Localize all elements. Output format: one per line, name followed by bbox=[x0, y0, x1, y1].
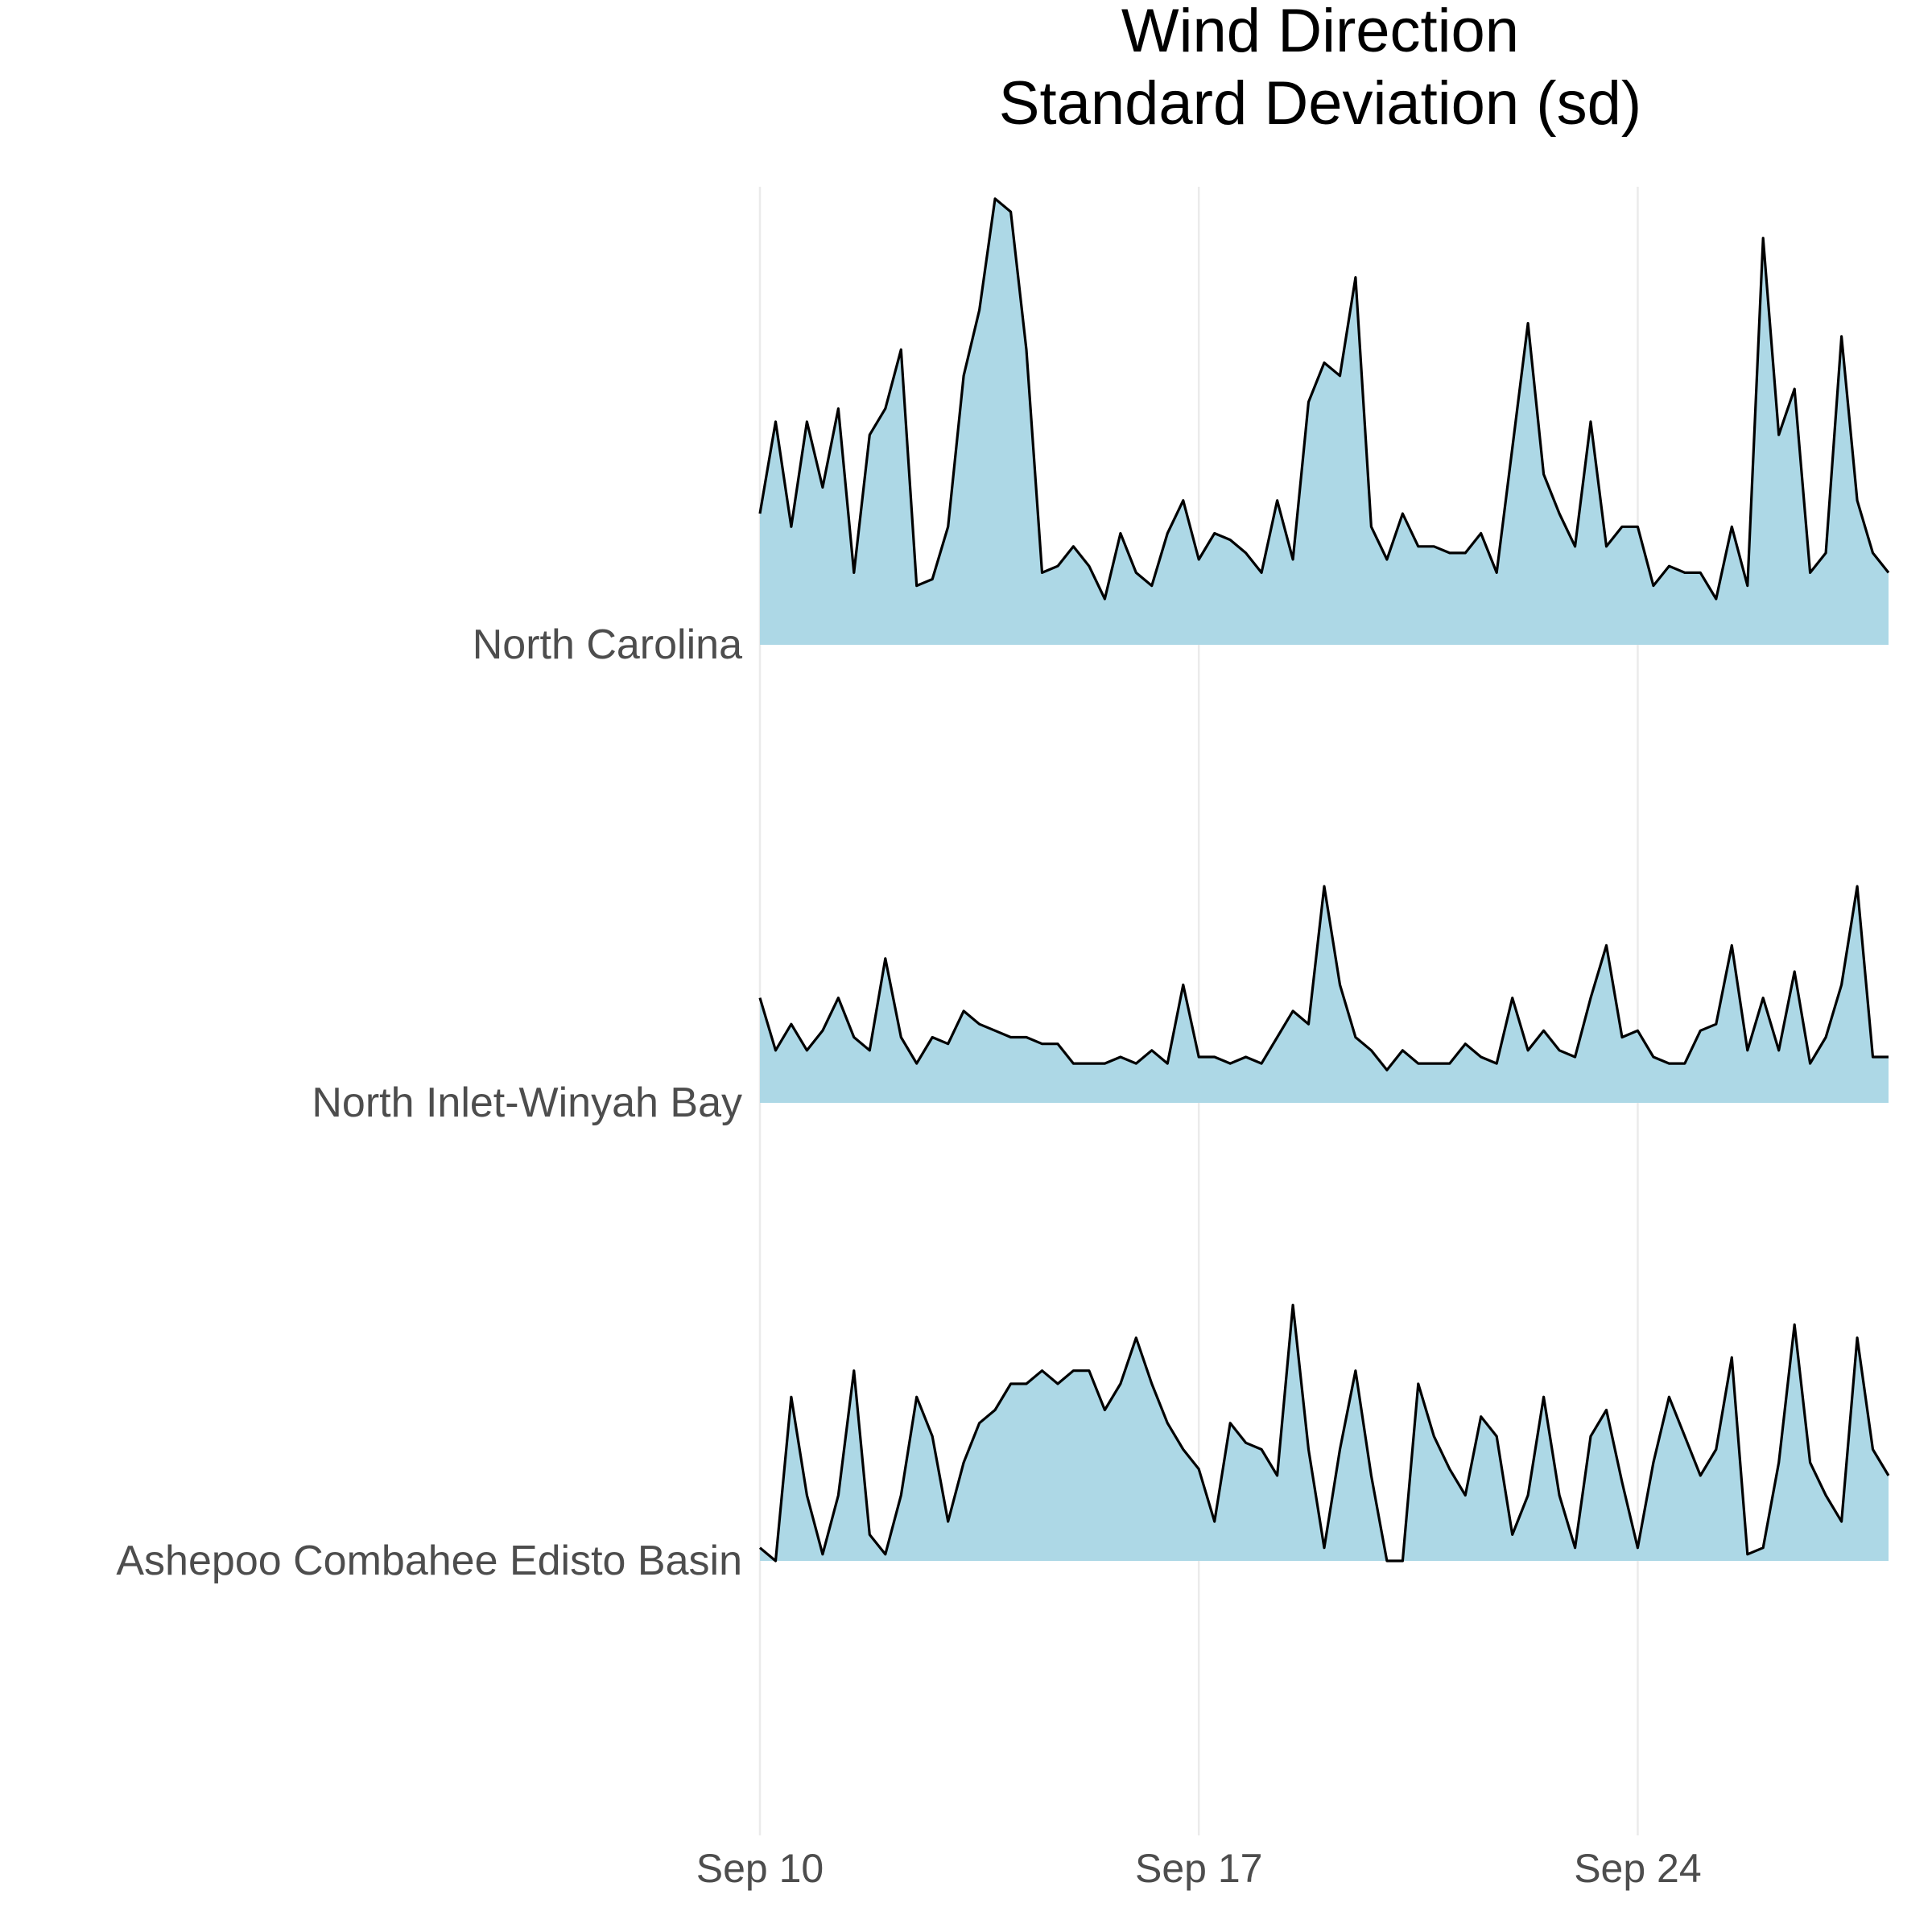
ridge-line bbox=[758, 885, 1889, 1071]
ridge-area bbox=[760, 886, 1889, 1103]
ridge-area bbox=[760, 198, 1889, 646]
y-category-label: North Carolina bbox=[473, 621, 742, 668]
chart-title: Wind Direction Standard Deviation (sd) bbox=[998, 0, 1642, 138]
ridge-line bbox=[758, 197, 1890, 601]
ridge-line bbox=[758, 1303, 1890, 1563]
x-tick-label: Sep 17 bbox=[1135, 1846, 1262, 1891]
y-category-label: Ashepoo Combahee Edisto Basin bbox=[116, 1538, 742, 1584]
x-tick-label: Sep 24 bbox=[1574, 1846, 1701, 1891]
x-tick-label: Sep 10 bbox=[696, 1846, 824, 1891]
ridge-area bbox=[760, 1305, 1889, 1561]
y-category-label: North Inlet-Winyah Bay bbox=[312, 1080, 742, 1126]
